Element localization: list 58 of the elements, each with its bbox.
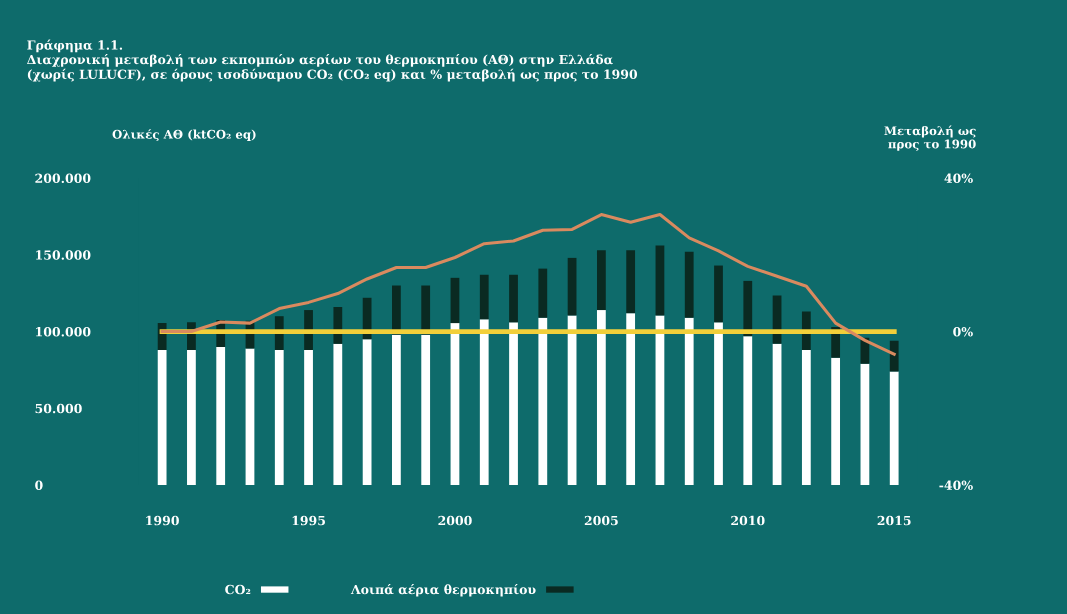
bar <box>626 250 636 314</box>
bar <box>889 371 899 486</box>
bar <box>801 349 811 486</box>
x-tick-label: 1990 <box>146 515 179 526</box>
x-tick-label: 2010 <box>731 515 765 526</box>
y-tick-label: 150.000 <box>36 250 91 260</box>
bar <box>596 250 606 311</box>
chart-title: Γράφημα 1.1. <box>27 39 123 53</box>
bar <box>392 285 401 335</box>
legend-label: Λοιπά αέρια θερμοκηπίου <box>350 584 536 597</box>
y-tick-label: 100.000 <box>36 327 91 337</box>
bar <box>596 310 606 486</box>
bar <box>509 322 518 486</box>
bar <box>684 251 694 318</box>
bar <box>392 334 401 486</box>
bar <box>831 357 841 486</box>
y-tick-label: 200.000 <box>35 173 91 183</box>
bar <box>479 274 489 320</box>
bar <box>157 349 167 486</box>
y2-tick-label: 40% <box>944 173 973 183</box>
line-series <box>160 212 896 356</box>
y2-tick-label: 0% <box>953 327 973 337</box>
bar <box>538 268 548 318</box>
bar <box>860 363 870 486</box>
bar <box>421 285 431 335</box>
bar <box>216 346 226 486</box>
bar <box>479 319 489 486</box>
bar <box>889 340 899 372</box>
bar <box>274 349 284 486</box>
bar <box>538 317 548 486</box>
bar <box>714 322 723 486</box>
x-tick-label: 2005 <box>584 515 618 526</box>
bar <box>304 349 313 486</box>
bar <box>714 265 723 323</box>
chart-subtitle: Διαχρονική μεταβολή των εκπομπών αερίων του θερμοκηπίου (ΑΘ) στην Ελλάδα (χωρίς LULUCF), σε όρους ισοδύναμου CO₂ (CO₂ eq) και % μεταβολή ως προς το 1990 <box>27 54 638 82</box>
x-tick-label: 2015 <box>877 515 911 526</box>
bar <box>333 343 343 486</box>
bar <box>655 245 665 316</box>
bar <box>187 349 196 486</box>
bar <box>421 334 431 486</box>
x-tick-label: 1995 <box>292 515 325 526</box>
bar <box>684 317 694 486</box>
y-axis-title: Ολικές ΑΘ (ktCO₂ eq) <box>112 129 256 142</box>
x-tick-label: 2000 <box>438 515 472 526</box>
bar <box>626 313 636 486</box>
bar <box>743 336 753 486</box>
y-tick-label: 0 <box>35 480 43 490</box>
legend-label: CO₂ <box>225 584 251 595</box>
bar <box>245 348 255 486</box>
bar <box>509 274 518 323</box>
y2-tick-label: -40% <box>939 480 973 490</box>
y-tick-label: 50.000 <box>35 403 82 414</box>
bar <box>567 257 577 316</box>
bar <box>450 277 460 324</box>
bar <box>772 343 782 486</box>
bar <box>362 339 372 486</box>
bar <box>743 280 753 337</box>
y2-axis-title: Μεταβολή ως προς το 1990 <box>884 125 976 151</box>
